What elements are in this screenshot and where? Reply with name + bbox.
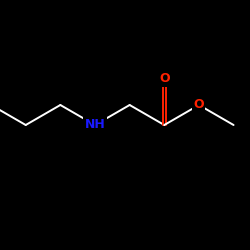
Text: O: O	[194, 98, 204, 112]
Text: O: O	[159, 72, 170, 85]
Text: NH: NH	[84, 118, 105, 132]
